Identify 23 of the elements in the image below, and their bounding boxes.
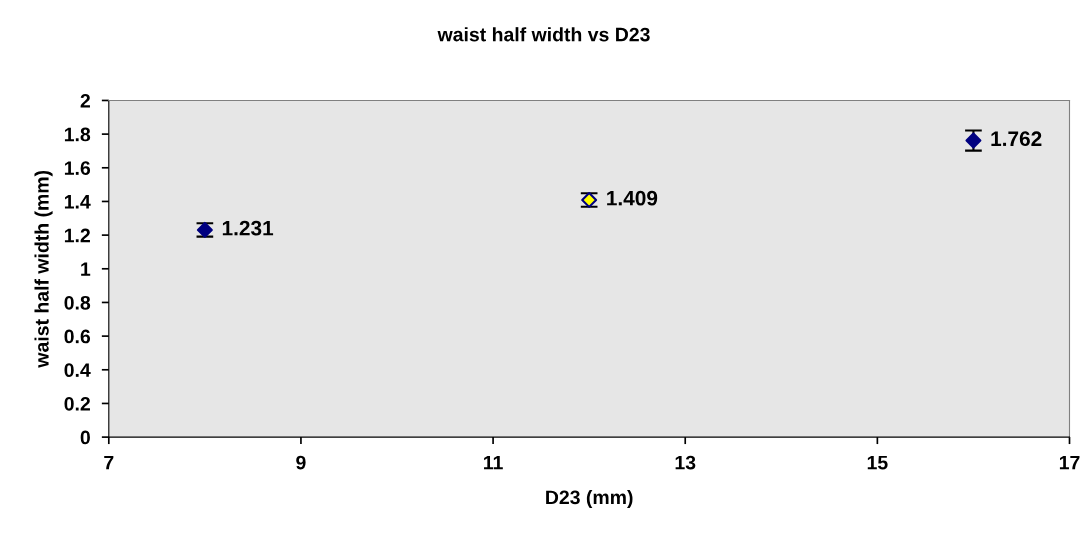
data-label: 1.409 <box>607 190 658 206</box>
y-axis-title: waist half width (mm) <box>34 170 53 368</box>
y-tick-label: 0 <box>80 430 90 445</box>
y-tick-label: 1.8 <box>64 127 91 142</box>
y-tick-label: 2 <box>80 93 90 108</box>
data-label: 1.762 <box>991 131 1042 147</box>
y-tick-label: 0.4 <box>64 363 91 378</box>
y-tick-label: 1.4 <box>64 195 91 209</box>
x-tick-label: 17 <box>1059 455 1080 470</box>
y-tick-label: 0.2 <box>64 396 90 411</box>
y-tick-label: 0.8 <box>64 295 91 310</box>
y-tick-label: 1.2 <box>64 228 90 243</box>
x-tick-label: 9 <box>296 455 306 470</box>
chart-title: waist half width vs D23 <box>437 27 650 42</box>
x-tick-label: 11 <box>484 455 503 470</box>
x-tick-label: 7 <box>104 455 114 470</box>
x-axis-title: D23 (mm) <box>546 489 633 509</box>
y-tick-label: 0.6 <box>64 329 91 344</box>
data-label: 1.231 <box>222 220 274 236</box>
y-tick-label: 1 <box>81 262 91 276</box>
x-tick-label: 13 <box>675 455 696 470</box>
x-tick-label: 15 <box>867 455 888 470</box>
y-tick-label: 1.6 <box>64 161 91 176</box>
